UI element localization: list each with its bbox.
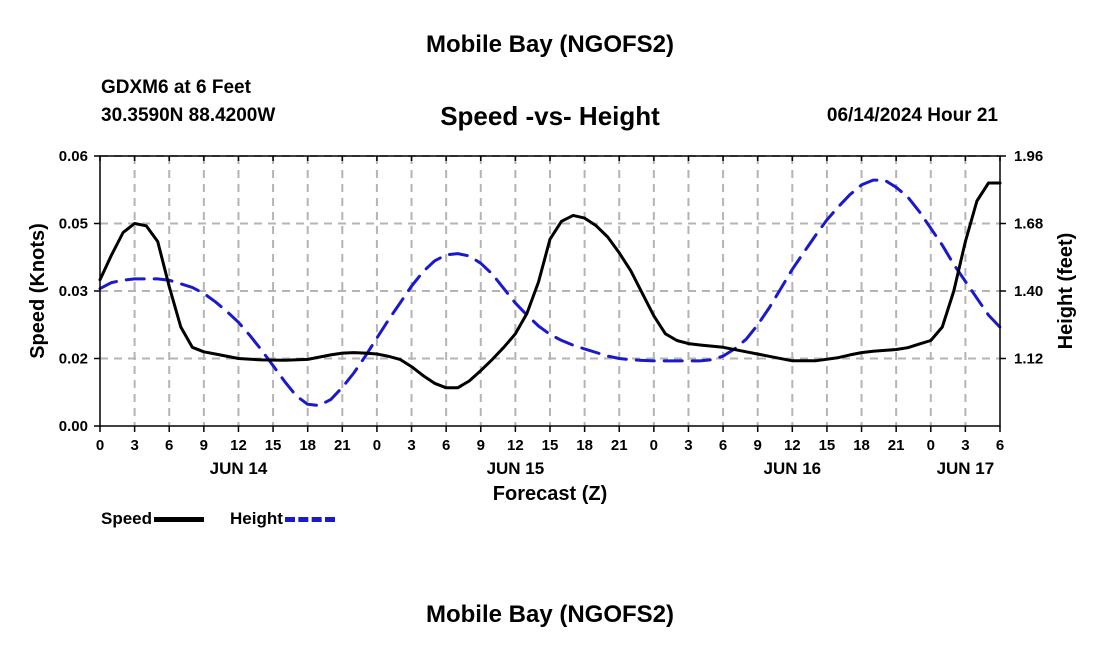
right-tick-label: 1.68	[1014, 216, 1043, 233]
date-label: JUN 17	[937, 459, 995, 478]
x-tick-label: 3	[961, 437, 969, 454]
legend-height-swatch	[284, 516, 335, 522]
x-tick-label: 21	[611, 437, 628, 454]
left-tick-label: 0.06	[59, 148, 88, 165]
x-tick-label: 15	[265, 437, 282, 454]
left-axis-label: Speed (Knots)	[27, 223, 49, 359]
date-label: JUN 16	[763, 459, 821, 478]
left-tick-label: 0.03	[59, 283, 88, 300]
chart-title: Mobile Bay (NGOFS2)	[425, 31, 675, 58]
x-tick-label: 0	[373, 437, 381, 454]
x-tick-label: 6	[996, 437, 1004, 454]
height-series-line	[98, 178, 1002, 407]
x-tick-label: 0	[96, 437, 104, 454]
x-tick-label: 18	[853, 437, 870, 454]
x-tick-label: 18	[576, 437, 593, 454]
x-tick-label: 0	[927, 437, 935, 454]
speed-series-line	[98, 181, 1002, 390]
left-tick-label: 0.05	[59, 216, 88, 233]
station-label: GDXM6 at 6 Feet	[101, 77, 251, 98]
date-label: JUN 15	[487, 459, 545, 478]
x-tick-label: 12	[507, 437, 524, 454]
station-coordinates: 30.3590N 88.4200W	[101, 105, 276, 126]
x-tick-label: 18	[299, 437, 316, 454]
x-tick-label: 3	[684, 437, 692, 454]
x-tick-label: 9	[477, 437, 485, 454]
x-tick-label: 0	[650, 437, 658, 454]
x-tick-label: 3	[130, 437, 138, 454]
x-tick-label: 21	[334, 437, 351, 454]
x-tick-label: 12	[784, 437, 801, 454]
x-tick-label: 21	[888, 437, 905, 454]
x-tick-label: 6	[719, 437, 727, 454]
x-tick-label: 15	[819, 437, 836, 454]
right-tick-label: 1.40	[1014, 283, 1043, 300]
x-tick-label: 9	[754, 437, 762, 454]
x-tick-label: 6	[442, 437, 450, 454]
legend-speed-label: Speed	[101, 509, 153, 528]
x-axis-label: Forecast (Z)	[493, 483, 607, 505]
left-tick-label: 0.00	[59, 418, 88, 435]
legend-speed-swatch	[154, 516, 205, 522]
date-label: JUN 14	[210, 459, 268, 478]
right-tick-label: 1.12	[1014, 351, 1043, 368]
x-tick-label: 9	[200, 437, 208, 454]
footer-title: Mobile Bay (NGOFS2)	[425, 601, 675, 628]
x-tick-label: 3	[407, 437, 415, 454]
chart-subtitle: Speed -vs- Height	[440, 101, 660, 131]
x-tick-label: 12	[230, 437, 247, 454]
forecast-datetime: 06/14/2024 Hour 21	[826, 105, 998, 126]
x-tick-label: 6	[165, 437, 173, 454]
legend-height: Height	[230, 508, 335, 530]
legend-speed: Speed	[101, 508, 205, 530]
right-axis-label: Height (feet)	[1055, 233, 1077, 350]
right-tick-label: 1.96	[1014, 148, 1043, 165]
x-tick-label: 15	[542, 437, 559, 454]
legend-height-label: Height	[230, 509, 283, 528]
left-tick-label: 0.02	[59, 351, 88, 368]
